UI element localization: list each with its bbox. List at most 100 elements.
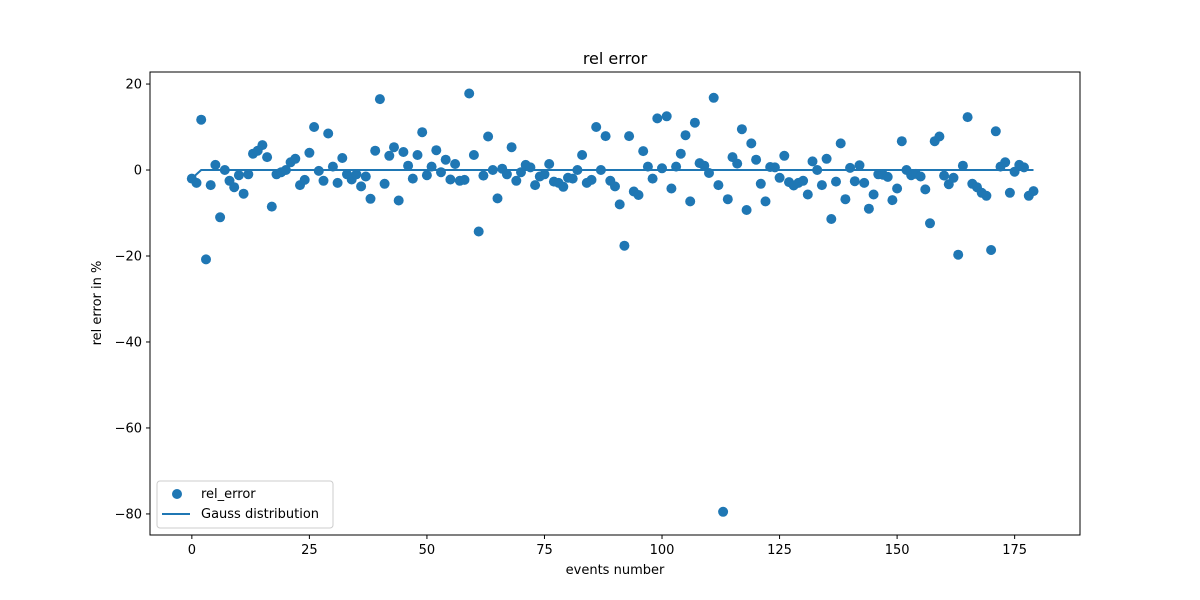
rel-error-point [337,153,348,163]
rel-error-point [393,195,404,206]
rel-error-point [868,189,879,200]
rel-error-point [610,181,620,192]
rel-error-point [492,193,503,204]
rel-error-point [572,165,583,175]
rel-error-point [421,170,432,181]
rel-error-point [812,165,823,175]
plot-area: 0 25 50 75 100 125 150 175 −80 −60 −40 −20 0 20 [115,71,1081,558]
rel-error-point [586,174,597,185]
rel-error-point [229,182,240,193]
rel-error-point [459,174,470,185]
rel-error-point [675,148,686,159]
rel-error-point [473,226,484,237]
rel-error-point [506,142,517,153]
rel-error-point [892,183,903,194]
rel-error-point [882,171,893,182]
rel-error-point [816,180,827,191]
rel-error-point [652,113,663,124]
rel-error-point [746,138,757,149]
y-tick-label: −40 [115,335,142,350]
rel-error-point [299,174,310,185]
y-tick-label: −80 [115,507,142,522]
rel-error-point [981,190,992,201]
legend-label-gauss: Gauss distribution [201,507,319,522]
rel-error-point [704,168,714,178]
rel-error-point [351,169,362,180]
x-tick-label: 50 [419,543,436,558]
x-tick-label: 25 [301,543,318,558]
rel-error-point [915,171,926,182]
rel-error-point [501,169,512,180]
rel-error-point [205,180,216,191]
rel-error-point [661,111,672,122]
rel-error-point [826,214,837,224]
rel-error-point [360,171,371,182]
rel-error-point [849,176,860,187]
rel-error-point [478,170,489,181]
rel-error-point [708,92,719,103]
y-tick-label: −20 [115,249,142,264]
rel-error-point [633,190,644,200]
rel-error-point [1019,162,1029,173]
rel-error-point [516,167,526,178]
rel-error-point [624,131,635,142]
rel-error-point [736,124,747,135]
rel-error-point [680,130,691,141]
rel-error-point [718,506,729,517]
x-tick-label: 150 [885,543,910,558]
rel-error-point [671,161,682,172]
rel-error-point [990,126,1001,137]
rel-error-point [863,203,874,214]
rel-error-point [539,169,550,180]
rel-error-point [318,175,329,186]
rel-error-point [939,170,950,181]
rel-error-point [238,188,249,199]
rel-error-point [262,152,273,163]
rel-error-point [511,175,522,186]
x-tick-label: 100 [650,543,675,558]
x-axis-label: events number [566,563,665,578]
rel-error-point [600,131,611,142]
rel-error-point [544,159,555,169]
rel-error-point [313,165,324,176]
legend-marker-rel-error [172,489,182,499]
rel-error-point [280,165,291,175]
rel-error-point [854,160,865,171]
rel-error-point [1000,157,1011,168]
rel-error-point [840,194,851,205]
rel-error-point [831,176,841,187]
rel-error-point [595,165,606,175]
rel-error-point [934,131,945,142]
rel-error-point [642,161,653,172]
rel-error-point [450,159,461,169]
rel-error-point [689,117,700,128]
rel-error-point [920,184,931,195]
rel-error-point [953,249,964,260]
rel-error-point [431,145,442,156]
rel-error-point [666,183,677,194]
rel-error-point [699,160,710,171]
rel-error-point [591,122,602,132]
rel-error-point [233,170,244,181]
rel-error-point [835,138,846,149]
rel-error-point [417,127,428,138]
rel-error-point [487,165,498,175]
rel-error-point [821,153,832,164]
rel-error-point [266,201,277,212]
rel-error-point [525,162,536,173]
rel-error-point [445,174,456,185]
y-axis-label: rel error in % [90,261,105,346]
rel-error-point [558,181,569,192]
legend-label-rel-error: rel_error [201,487,256,502]
rel-error-point [201,254,211,265]
rel-error-point [779,150,790,161]
rel-error-point [986,245,997,255]
rel-error-point [440,154,451,165]
rel-error-point [1004,187,1015,198]
rel-error-point [807,156,818,167]
rel-error-point [468,150,479,160]
rel-error-point [962,112,973,123]
rel-error-point [219,165,230,175]
rel-error-point [577,150,588,160]
